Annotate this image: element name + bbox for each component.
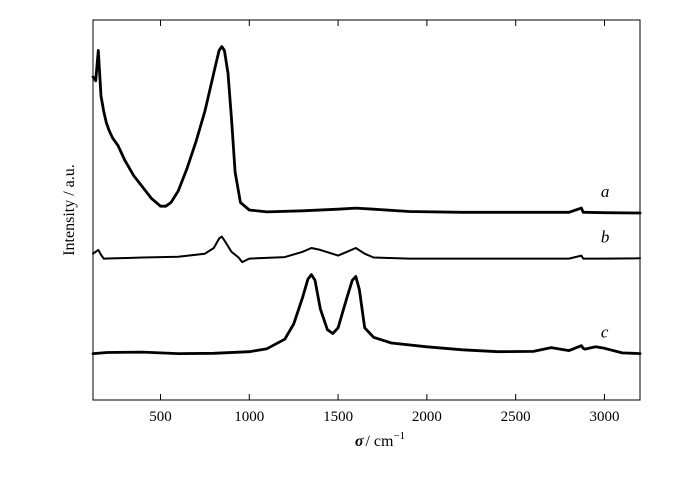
spectrum-a: [91, 45, 642, 215]
x-tick-label-500: 500: [149, 409, 172, 425]
spectra-curves: [91, 45, 642, 355]
x-axis-title: σ / cm−1: [355, 430, 405, 450]
x-tick-label-3000: 3000: [589, 409, 619, 425]
x-axis-exponent: −1: [393, 430, 405, 442]
x-tick-label-2500: 2500: [501, 409, 531, 425]
curve-label-a: a: [601, 182, 610, 201]
x-tick-label-2000: 2000: [412, 409, 442, 425]
x-axis-tick-labels: 500 1000 1500 2000 2500 3000: [149, 409, 619, 425]
spectrum-b: [92, 235, 641, 264]
x-tick-label-1500: 1500: [323, 409, 353, 425]
x-axis-unit: / cm: [365, 433, 394, 450]
curve-label-c: c: [601, 323, 609, 342]
x-axis-ticks: [159, 20, 605, 400]
x-tick-label-1000: 1000: [234, 409, 264, 425]
curve-label-b: b: [601, 227, 610, 246]
spectrum-c: [91, 273, 642, 355]
y-axis-title: Intensity / a.u.: [61, 164, 78, 256]
plot-frame: [92, 19, 641, 401]
x-axis-symbol: σ: [355, 433, 364, 450]
curve-labels: a b c: [601, 182, 610, 342]
